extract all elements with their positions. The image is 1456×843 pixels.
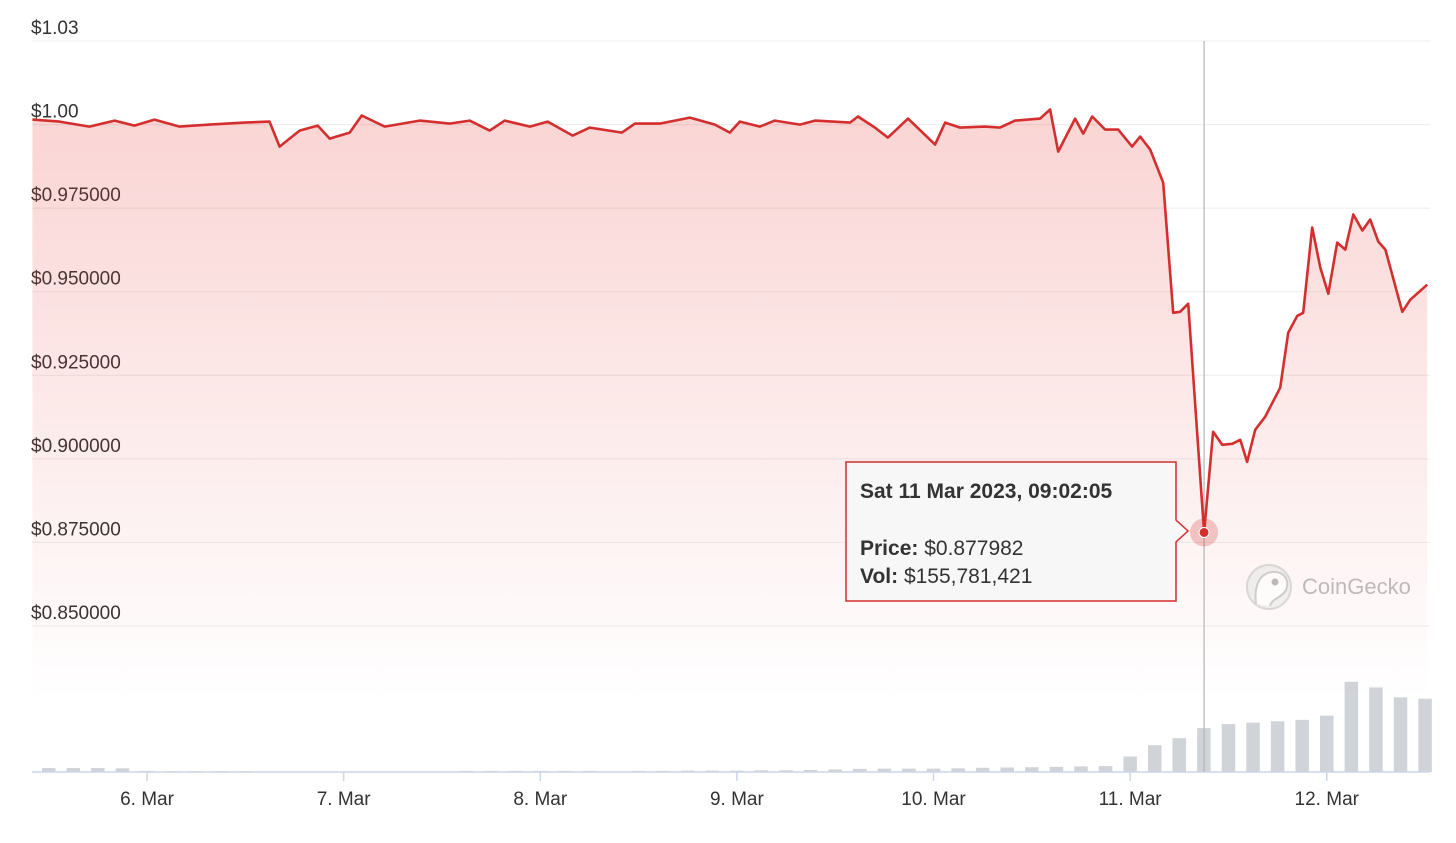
- x-tick-label: 9. Mar: [710, 789, 765, 810]
- tooltip-vol: Vol: $155,781,421: [860, 565, 1032, 588]
- tooltip: Sat 11 Mar 2023, 09:02:05 Price: $0.8779…: [846, 462, 1218, 601]
- x-axis: 6. Mar 7. Mar 8. Mar 9. Mar 10. Mar 11. Mar 12…: [32, 772, 1430, 810]
- tooltip-price-label: Price:: [860, 537, 918, 560]
- watermark-text: CoinGecko: [1302, 574, 1411, 599]
- hover-point: [1199, 527, 1209, 537]
- x-tick-label: 8. Mar: [513, 789, 568, 810]
- tooltip-vol-value: $155,781,421: [904, 565, 1032, 588]
- tooltip-date: Sat 11 Mar 2023, 09:02:05: [860, 480, 1112, 503]
- x-tick-label: 6. Mar: [120, 789, 175, 810]
- watermark-logo-eye: [1272, 579, 1279, 586]
- x-tick-label: 10. Mar: [901, 789, 966, 810]
- x-tick-label: 12. Mar: [1295, 789, 1360, 810]
- tooltip-vol-label: Vol:: [860, 565, 898, 588]
- tooltip-price: Price: $0.877982: [860, 537, 1024, 560]
- y-tick-label: $1.03: [31, 18, 79, 39]
- tooltip-price-value: $0.877982: [924, 537, 1023, 560]
- x-tick-label: 7. Mar: [317, 789, 372, 810]
- x-tick-label: 11. Mar: [1099, 789, 1163, 810]
